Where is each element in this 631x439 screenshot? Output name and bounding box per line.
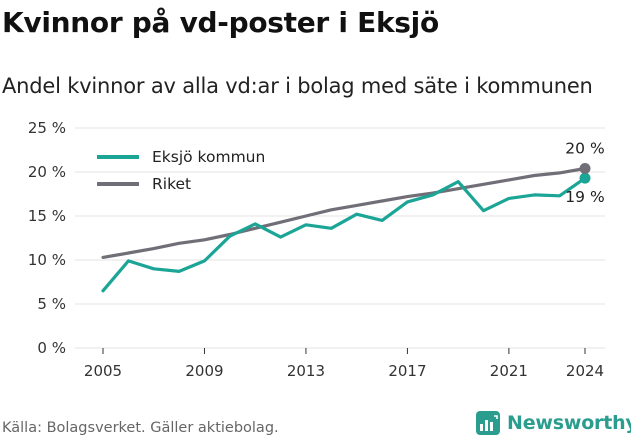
newsworthy-logo-icon [476,411,500,435]
chart-title: Kvinnor på vd-poster i Eksjö [2,6,439,39]
y-tick-label: 15 % [28,207,66,225]
legend: Eksjö kommun Riket [97,148,265,193]
x-tick-label: 2013 [287,362,325,380]
end-value-label: 20 % [565,139,604,157]
x-tick-label: 2024 [566,362,604,380]
chart-subtitle: Andel kvinnor av alla vd:ar i bolag med … [2,74,593,98]
y-axis-ticks: 0 % 5 % 10 % 15 % 20 % 25 % [28,119,66,357]
y-tick-label: 0 % [37,339,66,357]
newsworthy-logo: Newsworthy [476,410,631,436]
end-marker [579,172,591,184]
series-lines [101,166,587,293]
legend-label: Riket [152,175,191,193]
x-tick-label: 2009 [185,362,223,380]
y-tick-label: 10 % [28,251,66,269]
end-marker [579,162,591,174]
y-tick-label: 5 % [37,295,66,313]
y-tick-label: 25 % [28,119,66,137]
end-markers: 19 % 20 % [565,139,604,206]
x-tick-label: 2005 [84,362,122,380]
legend-label: Eksjö kommun [152,148,265,166]
series-line [101,166,587,259]
brand-name: Newsworthy [507,412,631,434]
source-note: Källa: Bolagsverket. Gäller aktiebolag. [2,420,279,436]
gridlines [75,127,605,349]
series-line [101,176,587,293]
x-tick-label: 2021 [490,362,528,380]
end-value-label: 19 % [565,188,604,206]
x-tick-label: 2017 [388,362,426,380]
line-chart: 0 %5 %10 %15 %20 %25 % 2005 2009 2013 2017 2… [28,119,605,380]
x-axis-ticks: 2005 2009 2013 2017 2021 2024 [84,348,604,380]
y-tick-label: 20 % [28,163,66,181]
